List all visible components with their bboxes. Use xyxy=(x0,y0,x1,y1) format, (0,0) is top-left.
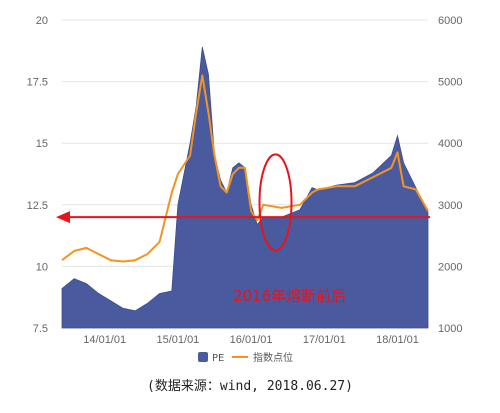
x-tick-label: 15/01/01 xyxy=(156,334,199,346)
right-tick-label: 2000 xyxy=(438,261,462,273)
left-tick-label: 20 xyxy=(36,15,48,27)
index-line-layer xyxy=(61,74,429,263)
x-tick-label: 16/01/01 xyxy=(230,334,273,346)
x-tick-label: 14/01/01 xyxy=(83,334,126,346)
index-line xyxy=(61,74,429,263)
legend-pe-swatch xyxy=(198,352,208,362)
x-tick-label: 18/01/01 xyxy=(376,334,419,346)
left-tick-label: 10 xyxy=(36,261,48,273)
legend-index-label: 指数点位 xyxy=(253,351,293,364)
left-tick-label: 7.5 xyxy=(33,323,48,335)
pe-area xyxy=(61,47,429,329)
left-tick-label: 17.5 xyxy=(27,77,48,89)
right-tick-label: 3000 xyxy=(438,200,462,212)
legend: PE 指数点位 xyxy=(198,351,293,364)
right-tick-label: 6000 xyxy=(438,15,462,27)
right-tick-label: 4000 xyxy=(438,138,462,150)
pe-area-layer xyxy=(61,47,429,329)
chart: 7.5 10 12.5 15 17.5 20 1000 2000 3000 4000 5000 60… xyxy=(27,15,463,364)
right-axis-ticks: 1000 2000 3000 4000 5000 6000 xyxy=(438,15,462,335)
source-note: (数据来源：wind, 2018.06.27) xyxy=(147,379,353,394)
right-tick-label: 5000 xyxy=(438,77,462,89)
right-tick-label: 1000 xyxy=(438,323,462,335)
left-tick-label: 15 xyxy=(36,138,48,150)
highlight-circle xyxy=(258,153,293,252)
left-tick-label: 12.5 xyxy=(27,200,48,212)
annotation-label: 2016年熔断前后 xyxy=(233,287,346,305)
x-axis-ticks: 14/01/01 15/01/01 16/01/01 17/01/01 18/01/01 xyxy=(83,334,419,346)
reference-arrow-head xyxy=(56,211,70,224)
left-axis-ticks: 7.5 10 12.5 15 17.5 20 xyxy=(27,15,48,335)
x-tick-label: 17/01/01 xyxy=(303,334,346,346)
annotation-layer: 2016年熔断前后 xyxy=(56,153,430,305)
legend-pe-label: PE xyxy=(212,353,224,364)
